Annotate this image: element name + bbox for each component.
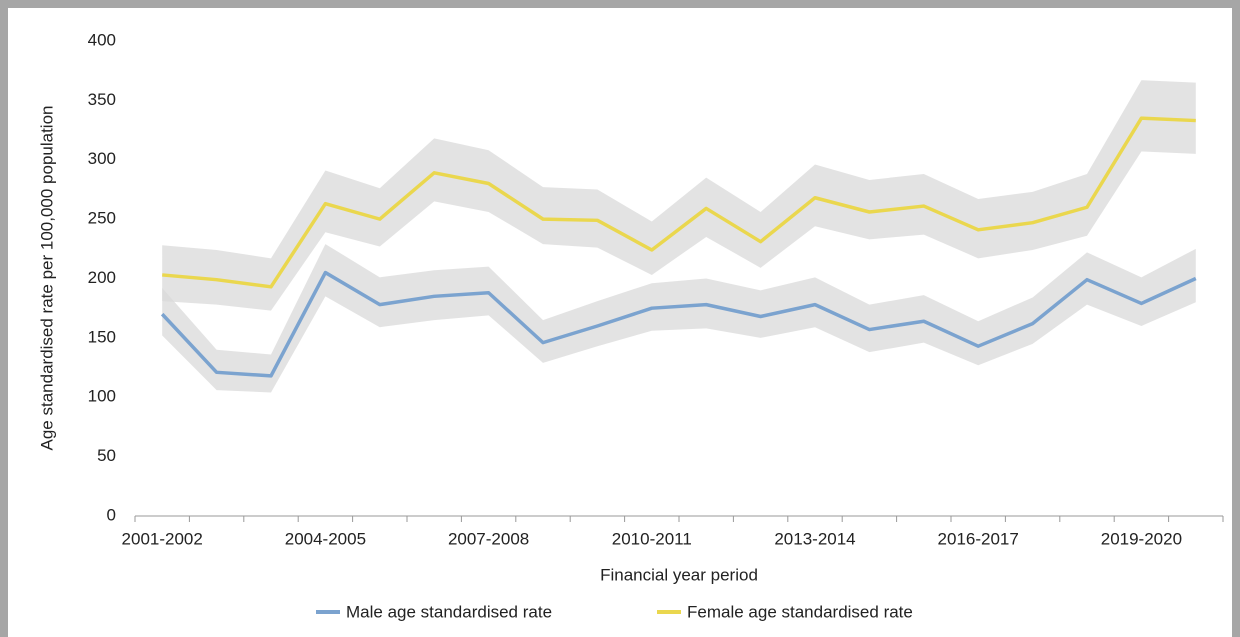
x-tick-label: 2010-2011 [612,529,692,548]
legend-label: Female age standardised rate [687,602,913,621]
x-tick-label: 2007-2008 [448,529,529,548]
x-tick-label: 2001-2002 [122,529,203,548]
y-tick-label: 100 [88,387,116,406]
y-tick-label: 250 [88,209,116,228]
y-tick-label: 0 [107,505,116,524]
x-tick-label: 2019-2020 [1101,529,1182,548]
bands [162,80,1196,393]
y-tick-label: 50 [97,446,116,465]
y-tick-label: 200 [88,268,116,287]
y-tick-label: 300 [88,149,116,168]
data-line [160,270,1197,378]
y-tick-label: 400 [88,30,116,49]
x-tick-label: 2013-2014 [774,529,855,548]
x-axis-title: Financial year period [600,565,758,584]
y-tick-label: 350 [88,90,116,109]
y-tick-label: 150 [88,327,116,346]
x-tick-label: 2004-2005 [285,529,366,548]
confidence-band [162,244,1196,393]
data-line [162,116,1196,289]
y-axis-title: Age standardised rate per 100,000 popula… [37,106,56,451]
x-tick-label: 2016-2017 [938,529,1019,548]
legend-label: Male age standardised rate [346,602,552,621]
lines [160,116,1197,378]
